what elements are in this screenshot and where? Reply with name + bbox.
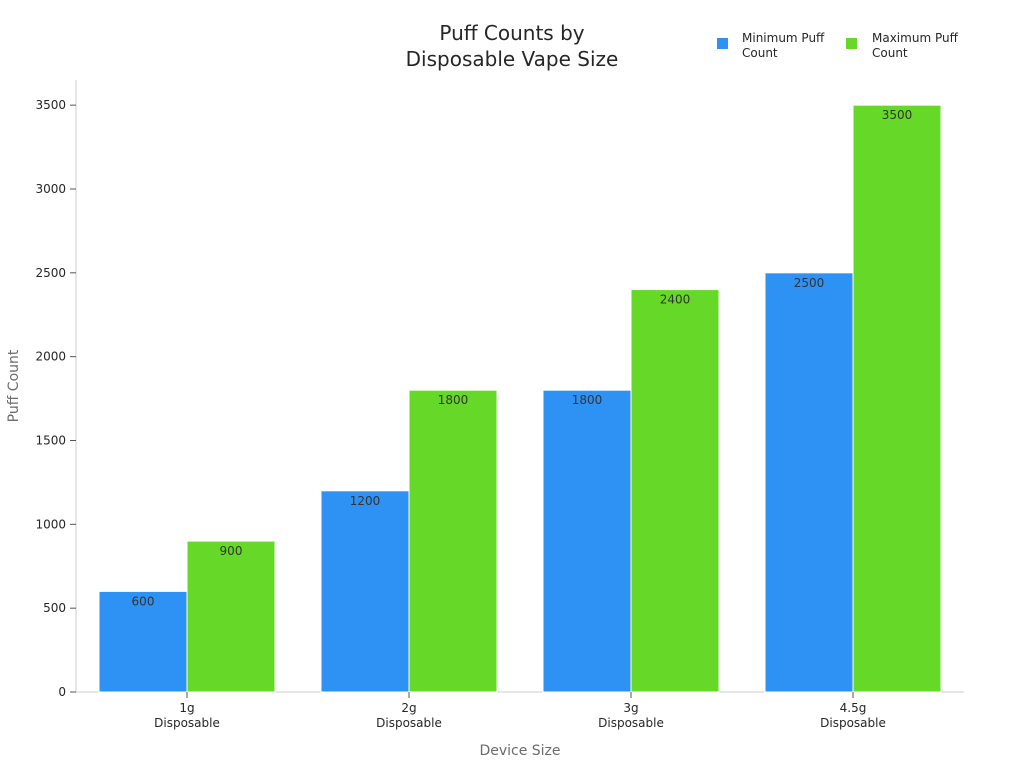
- bar-data-label: 1800: [572, 393, 603, 407]
- x-axis-title: Device Size: [479, 743, 560, 759]
- x-tick-label: Disposable: [376, 716, 442, 730]
- legend-label-minimum-line-1: Minimum Puff: [742, 31, 825, 45]
- bar-data-label: 600: [132, 594, 155, 608]
- x-tick-label: 1g: [179, 701, 194, 715]
- y-tick-label: 3000: [35, 182, 66, 196]
- legend-swatch-maximum: [846, 38, 857, 49]
- y-tick-label: 0: [58, 685, 66, 699]
- x-tick-label: 3g: [623, 701, 638, 715]
- y-tick-label: 1000: [35, 517, 66, 531]
- legend-label-maximum-line-2: Count: [872, 46, 908, 60]
- bar: [852, 104, 942, 693]
- bar: [542, 389, 632, 693]
- bar: [320, 490, 410, 693]
- bar: [764, 272, 854, 693]
- bar-data-label: 2500: [794, 276, 825, 290]
- legend-label-minimum-line-2: Count: [742, 46, 778, 60]
- bars-group: 600 900 1200 1800 1800 2400 2500 3500: [98, 104, 942, 693]
- x-tick-label: 4.5g: [840, 701, 867, 715]
- legend: Minimum Puff Count Maximum Puff Count: [717, 31, 959, 60]
- bar: [408, 389, 498, 693]
- bar-data-label: 900: [220, 544, 243, 558]
- x-tick-label: 2g: [401, 701, 416, 715]
- bar: [630, 289, 720, 693]
- legend-swatch-minimum: [717, 38, 728, 49]
- y-tick-label: 2500: [35, 266, 66, 280]
- bar-data-label: 3500: [882, 108, 913, 122]
- bar-data-label: 1800: [438, 393, 469, 407]
- x-axis-ticks: 1gDisposable2gDisposable3gDisposable4.5g…: [154, 692, 886, 730]
- bar-data-label: 2400: [660, 293, 691, 307]
- y-axis-title: Puff Count: [6, 349, 22, 422]
- legend-label-maximum-line-1: Maximum Puff: [872, 31, 959, 45]
- y-tick-label: 3500: [35, 98, 66, 112]
- y-tick-label: 500: [43, 601, 66, 615]
- y-tick-label: 1500: [35, 433, 66, 447]
- y-axis-ticks: 0 500 1000 1500 2000 2500 3000 3500: [35, 98, 76, 699]
- x-tick-label: Disposable: [154, 716, 220, 730]
- y-tick-label: 2000: [35, 350, 66, 364]
- chart-title-line-2: Disposable Vape Size: [406, 47, 619, 71]
- x-tick-label: Disposable: [598, 716, 664, 730]
- bar-data-label: 1200: [350, 494, 381, 508]
- chart-title-line-1: Puff Counts by: [439, 21, 584, 45]
- bar: [186, 540, 276, 693]
- x-tick-label: Disposable: [820, 716, 886, 730]
